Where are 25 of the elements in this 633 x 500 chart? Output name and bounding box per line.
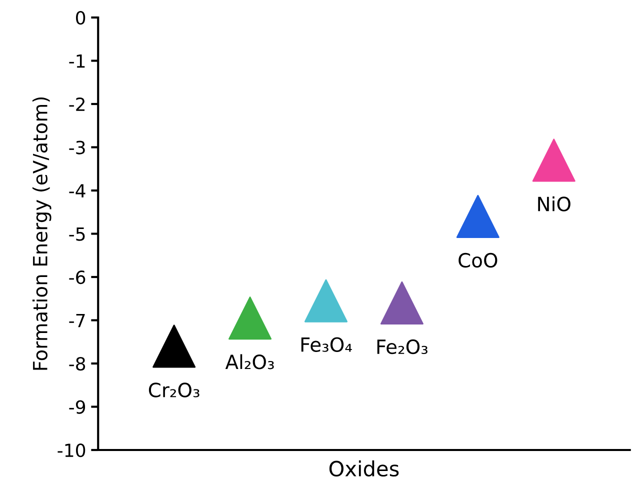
y-tick-label: 0 [76, 10, 86, 25]
y-tick-label: -8 [69, 356, 86, 371]
x-axis-title: Oxides [329, 460, 399, 477]
y-tick-label: -9 [69, 400, 86, 414]
y-tick-label: -6 [69, 270, 86, 284]
annotation: NiO [538, 196, 570, 212]
point [456, 194, 500, 238]
annotation: Cr₂O₃ [148, 382, 200, 398]
annotation: Al₂O₃ [225, 354, 274, 370]
annotation: CoO [458, 252, 498, 268]
y-axis-title: Formation Energy (eV/atom) [32, 97, 52, 370]
annotation: Fe₂O₃ [377, 339, 428, 354]
y-tick-label: -5 [69, 227, 85, 241]
annotation: Fe₃O₄ [301, 337, 352, 352]
point [532, 138, 576, 182]
y-tick-label: -1 [69, 54, 85, 68]
y-tick-label: -4 [69, 184, 86, 198]
point [152, 324, 196, 368]
y-tick-label: -2 [69, 97, 84, 111]
point [380, 281, 424, 324]
point [304, 279, 348, 322]
y-tick-label: -10 [58, 443, 86, 458]
y-tick-label: -3 [69, 140, 85, 154]
y-tick-label: -7 [69, 314, 85, 328]
point [228, 296, 272, 340]
